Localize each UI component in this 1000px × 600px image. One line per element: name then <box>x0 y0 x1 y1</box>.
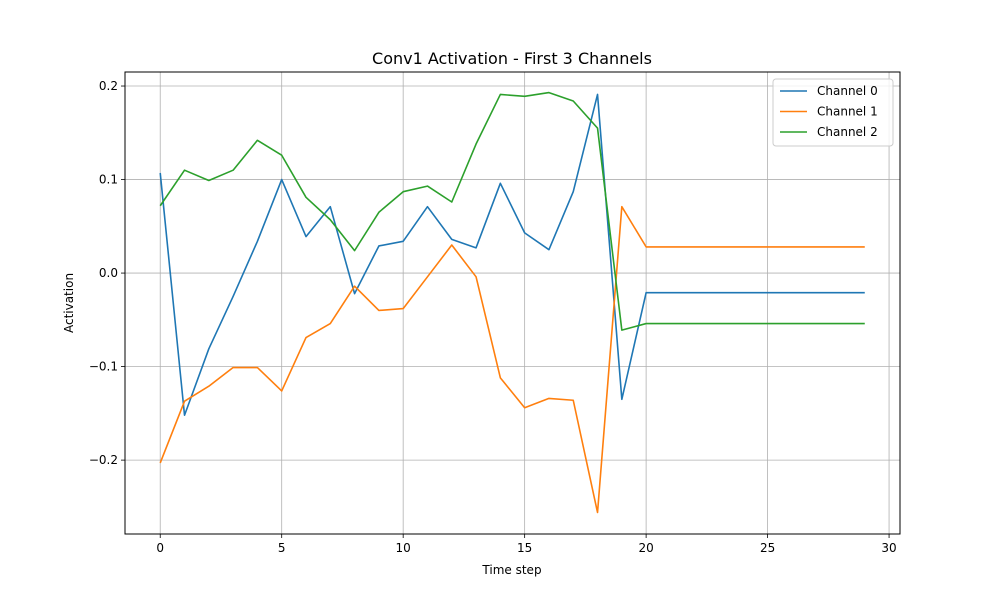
legend-label-channel-0: Channel 0 <box>817 84 878 98</box>
legend-label-channel-2: Channel 2 <box>817 125 878 139</box>
legend: Channel 0 Channel 1 Channel 2 <box>772 78 894 147</box>
chart-title: Conv1 Activation - First 3 Channels <box>372 49 652 68</box>
x-ticks: 0 5 10 15 20 25 30 <box>156 534 897 555</box>
legend-box <box>772 78 894 147</box>
x-tick-label: 25 <box>760 541 775 555</box>
y-tick-label: 0.1 <box>99 173 118 187</box>
axes-background <box>125 72 900 534</box>
x-tick-label: 30 <box>881 541 896 555</box>
x-tick-label: 20 <box>638 541 653 555</box>
x-tick-label: 10 <box>396 541 411 555</box>
series-line-channel-0 <box>159 93 865 417</box>
axes-frame <box>124 71 901 535</box>
y-tick-label: −0.2 <box>89 453 118 467</box>
y-tick-label: −0.1 <box>89 360 118 374</box>
y-ticks: −0.2 −0.1 0.0 0.1 0.2 <box>89 79 125 467</box>
y-axis-label: Activation <box>62 273 76 333</box>
legend-label-channel-1: Channel 1 <box>817 105 878 119</box>
series-lines <box>159 91 865 514</box>
series-line-channel-1 <box>159 205 865 514</box>
plot-area: 0 5 10 15 20 25 30 −0.2 −0.1 0.0 0.1 0.2 <box>89 71 901 555</box>
x-tick-label: 15 <box>517 541 532 555</box>
x-axis-label: Time step <box>481 563 541 577</box>
y-tick-label: 0.0 <box>99 266 118 280</box>
x-tick-label: 5 <box>278 541 286 555</box>
series-line-channel-2 <box>159 91 865 331</box>
x-tick-label: 0 <box>156 541 164 555</box>
y-tick-label: 0.2 <box>99 79 118 93</box>
grid <box>125 72 900 534</box>
